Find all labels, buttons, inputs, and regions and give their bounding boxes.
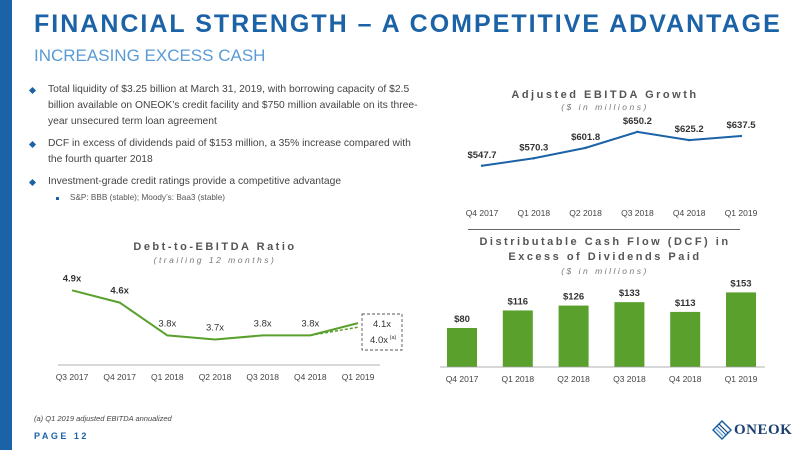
dcf-x-tick-label: Q2 2018: [557, 374, 590, 384]
dcf-value-label: $113: [675, 298, 696, 309]
debt-ratio-chart-title: Debt-to-EBITDA Ratio: [133, 241, 297, 253]
ebitda-value-label: $650.2: [623, 116, 652, 127]
bullet-text: Investment-grade credit ratings provide …: [48, 176, 342, 187]
dcf-x-tick-label: Q1 2019: [725, 374, 758, 384]
diamond-bullet-icon: [28, 86, 37, 95]
debt-x-tick-label: Q3 2017: [56, 372, 89, 382]
ebitda-x-tick-label: Q1 2019: [725, 208, 758, 218]
bullet-list: Total liquidity of $3.25 billion at Marc…: [28, 82, 422, 204]
ebitda-x-tick-label: Q2 2018: [569, 208, 602, 218]
ebitda-data-point: [739, 134, 743, 138]
dcf-value-label: $126: [563, 292, 584, 303]
debt-to-ebitda-chart: 4.9x Q3 2017 4.6x Q4 2017 3.8x Q1 2018 3.7x Q2 …: [56, 273, 403, 382]
ebitda-value-label: $601.8: [571, 132, 600, 143]
page-title: FINANCIAL STRENGTH – A COMPETITIVE ADVAN…: [34, 10, 782, 38]
ebitda-data-point: [532, 157, 535, 160]
sub-bullet-item: S&P: BBB (stable); Moody’s: Baa3 (stable…: [30, 192, 422, 204]
dcf-bar: [447, 328, 477, 367]
dcf-value-label: $116: [507, 296, 528, 307]
debt-value-label: 4.1x: [373, 319, 391, 330]
diamond-bullet-icon: [28, 140, 37, 149]
dcf-bar: [726, 292, 756, 367]
dcf-value-label: $153: [730, 278, 751, 289]
debt-x-tick-label: Q2 2018: [199, 372, 232, 382]
sub-bullet-text: S&P: BBB (stable); Moody’s: Baa3 (stable…: [70, 193, 226, 202]
dcf-bar: [670, 311, 701, 367]
dcf-excess-chart: $80 Q4 2017 $116 Q1 2018 $126 Q2 2018 $133 Q3 2…: [440, 278, 765, 384]
footnote: (a) Q1 2019 adjusted EBITDA annualized: [34, 414, 172, 423]
debt-value-label: 3.8x: [301, 318, 319, 329]
debt-x-tick-label: Q1 2018: [151, 372, 184, 382]
ebitda-value-label: $637.5: [726, 120, 756, 131]
debt-annualized-label: 4.0x: [370, 335, 388, 346]
bullet-text: Total liquidity of $3.25 billion at Marc…: [48, 84, 418, 127]
ebitda-x-tick-label: Q4 2017: [466, 208, 499, 218]
ebitda-data-point: [584, 146, 587, 150]
chart-divider: [468, 229, 740, 230]
bullet-text: DCF in excess of dividends paid of $153 …: [48, 138, 411, 165]
debt-annotation-box: [361, 313, 403, 351]
debt-value-label: 3.8x: [254, 318, 272, 329]
ebitda-x-tick-label: Q4 2018: [673, 208, 706, 218]
debt-ratio-chart-subtitle: (trailing 12 months): [153, 255, 277, 265]
ebitda-data-point: [480, 164, 484, 167]
ebitda-x-tick-label: Q1 2018: [517, 208, 550, 218]
debt-value-label: 3.8x: [158, 318, 176, 329]
debt-x-tick-label: Q4 2018: [294, 372, 327, 382]
ebitda-value-label: $570.3: [519, 142, 548, 153]
page-subtitle: INCREASING EXCESS CASH: [34, 46, 266, 65]
debt-annualized-footnote-marker: (a): [390, 335, 397, 341]
oneok-logo-text: ONEOK: [734, 422, 793, 438]
page-number: PAGE 12: [34, 431, 89, 441]
dcf-x-tick-label: Q4 2018: [669, 374, 702, 384]
ebitda-value-label: $625.2: [675, 124, 704, 135]
debt-value-label: 3.7x: [206, 323, 224, 334]
ebitda-value-label: $547.7: [467, 150, 496, 161]
debt-value-label: 4.6x: [110, 286, 129, 297]
square-bullet-icon: [56, 197, 59, 200]
ebitda-chart-title: Adjusted EBITDA Growth: [511, 89, 699, 101]
bullet-item: DCF in excess of dividends paid of $153 …: [28, 136, 422, 168]
dcf-x-tick-label: Q1 2018: [501, 374, 534, 384]
debt-annualized-line: [310, 326, 359, 337]
dcf-chart-title: Distributable Cash Flow (DCF) in Excess …: [479, 236, 731, 263]
debt-value-label: 4.9x: [63, 273, 82, 284]
ebitda-data-point: [688, 138, 691, 142]
dcf-value-label: $80: [454, 314, 470, 325]
dcf-bar: [502, 310, 533, 367]
ebitda-series-line: [481, 130, 742, 167]
dcf-x-tick-label: Q4 2017: [446, 374, 479, 384]
bullet-item: Investment-grade credit ratings provide …: [28, 174, 422, 190]
ebitda-growth-chart: $547.7 Q4 2017 $570.3 Q1 2018 $601.8 Q2 2018 $…: [466, 116, 758, 218]
debt-x-tick-label: Q4 2017: [103, 372, 136, 382]
bullet-item: Total liquidity of $3.25 billion at Marc…: [28, 82, 422, 130]
ebitda-data-point: [636, 130, 639, 134]
diamond-bullet-icon: [28, 178, 37, 187]
oneok-logo: ONEOK: [712, 420, 796, 442]
dcf-chart-subtitle: ($ in millions): [561, 266, 649, 276]
dcf-value-label: $133: [619, 288, 640, 299]
left-accent-bar: [0, 0, 12, 450]
oneok-diamond-icon: [712, 420, 733, 441]
ebitda-x-tick-label: Q3 2018: [621, 208, 654, 218]
dcf-bar: [558, 305, 589, 367]
debt-x-tick-label: Q1 2019: [342, 372, 375, 382]
dcf-x-tick-label: Q3 2018: [613, 374, 646, 384]
dcf-bar: [614, 302, 645, 367]
debt-x-tick-label: Q3 2018: [246, 372, 279, 382]
ebitda-chart-subtitle: ($ in millions): [561, 102, 649, 112]
